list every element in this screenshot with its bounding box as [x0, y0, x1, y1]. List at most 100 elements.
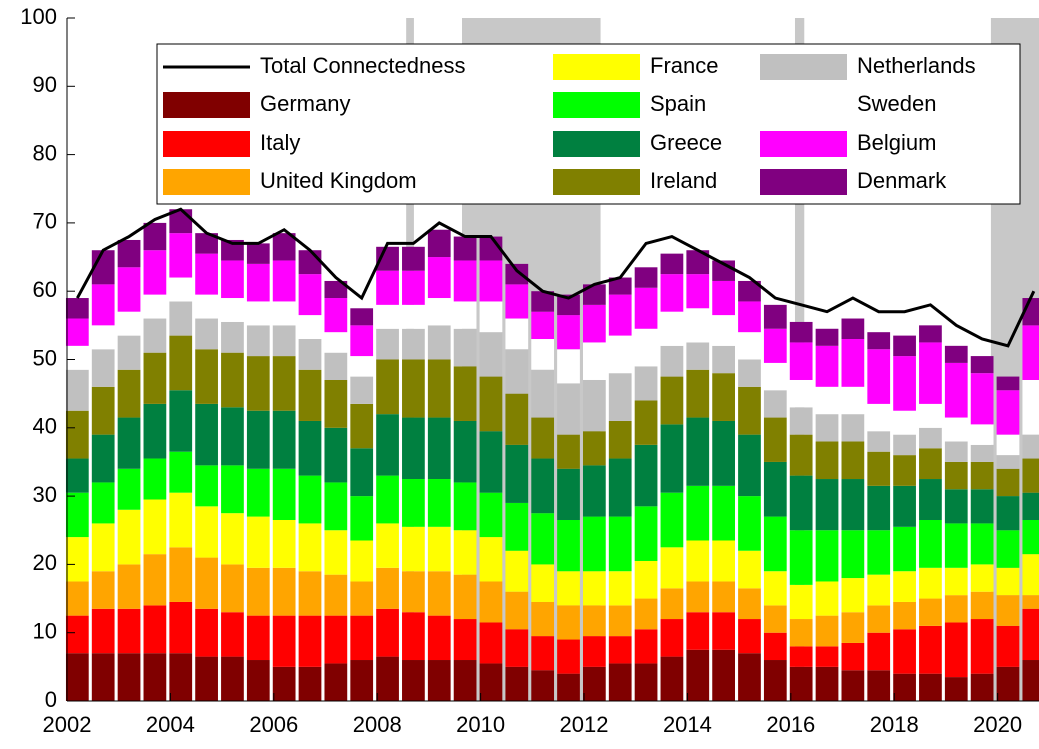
bar-segment — [143, 318, 167, 353]
bar-segment — [91, 482, 115, 524]
legend-label: United Kingdom — [260, 168, 417, 193]
bar-segment — [660, 656, 684, 701]
bar-segment — [738, 619, 761, 654]
bar-segment — [505, 629, 529, 667]
bar-segment — [298, 475, 322, 524]
bar-segment — [453, 619, 477, 661]
bar-segment — [763, 362, 787, 391]
bar-segment — [531, 601, 555, 637]
bar-segment — [65, 345, 89, 370]
x-tick-label: 2002 — [43, 712, 92, 737]
bar-segment — [143, 554, 167, 606]
bar-segment — [221, 612, 244, 657]
bar-segment — [169, 335, 193, 391]
bar-segment — [582, 571, 606, 606]
bar-segment — [738, 359, 761, 387]
bar-segment — [531, 291, 555, 312]
bar-segment — [608, 636, 632, 664]
bar-segment — [815, 345, 839, 387]
bar-segment — [221, 321, 244, 353]
bar-segment — [298, 523, 322, 572]
bar-segment — [789, 475, 813, 531]
bar-segment — [608, 516, 632, 572]
bar-segment — [712, 420, 735, 486]
bar-segment — [272, 666, 296, 701]
bar-segment — [893, 571, 916, 602]
bar-segment — [169, 390, 193, 452]
bar-segment — [195, 403, 218, 466]
bar-segment — [376, 567, 399, 609]
bar-segment — [453, 366, 477, 421]
bar-segment — [65, 298, 89, 319]
bar-segment — [582, 284, 606, 305]
bar-segment — [634, 598, 658, 630]
bar-segment — [376, 414, 399, 476]
bar-segment — [660, 274, 684, 312]
legend-swatch — [553, 54, 640, 80]
bar-segment — [65, 581, 89, 616]
bar-segment — [944, 567, 968, 596]
bar-segment — [272, 615, 296, 667]
bar-segment — [970, 489, 994, 524]
bar-segment — [893, 356, 916, 411]
bar-segment — [557, 571, 580, 606]
x-tick-label: 2020 — [973, 712, 1022, 737]
bar-segment — [996, 496, 1020, 531]
bar-segment — [479, 663, 503, 701]
bar-segment — [919, 520, 942, 568]
bar-segment — [1022, 325, 1039, 380]
bar-segment — [944, 441, 968, 462]
bar-segment — [634, 328, 658, 367]
bar-segment — [970, 373, 994, 425]
bar-segment — [841, 441, 865, 480]
bar-segment — [221, 564, 244, 613]
bar-segment — [65, 458, 89, 493]
bar-segment — [91, 653, 115, 701]
bar-segment — [712, 280, 735, 316]
bar-segment — [686, 274, 710, 309]
bar-segment — [169, 277, 193, 302]
bar-segment — [660, 424, 684, 493]
bar-segment — [350, 356, 374, 377]
legend-swatch — [553, 92, 640, 118]
bar-segment — [350, 376, 374, 404]
bar-segment — [169, 233, 193, 278]
bar-segment — [91, 386, 115, 435]
bar-segment — [169, 601, 193, 654]
bar-segment — [272, 301, 296, 326]
bar-segment — [582, 465, 606, 517]
bar-segment — [738, 301, 761, 333]
bar-segment — [246, 615, 270, 661]
bar-segment — [298, 369, 322, 421]
bar-segment — [246, 410, 270, 469]
bar-segment — [376, 608, 399, 657]
bar-segment — [582, 666, 606, 701]
bar-segment — [557, 434, 580, 469]
bar-segment — [479, 332, 503, 377]
bar-segment — [557, 349, 580, 384]
bar-segment — [195, 253, 218, 295]
bar-segment — [65, 369, 89, 411]
bar-segment — [660, 376, 684, 425]
bar-segment — [1022, 492, 1039, 521]
bar-segment — [427, 479, 451, 527]
bar-segment — [298, 666, 322, 701]
bar-segment — [557, 315, 580, 350]
bar-segment — [91, 284, 115, 326]
bar-segment — [996, 595, 1020, 626]
bar-segment — [427, 526, 451, 572]
bar-segment — [221, 352, 244, 408]
bar-segment — [686, 417, 710, 486]
bar-segment — [557, 294, 580, 316]
bar-segment — [324, 352, 348, 380]
bar-segment — [505, 263, 529, 285]
bar-segment — [453, 236, 477, 261]
bar-segment — [246, 660, 270, 701]
bar-segment — [815, 414, 839, 442]
bar-segment — [660, 345, 684, 377]
bar-segment — [608, 605, 632, 637]
bar-segment — [867, 431, 891, 452]
bar-segment — [634, 267, 658, 288]
bar-segment — [841, 578, 865, 613]
